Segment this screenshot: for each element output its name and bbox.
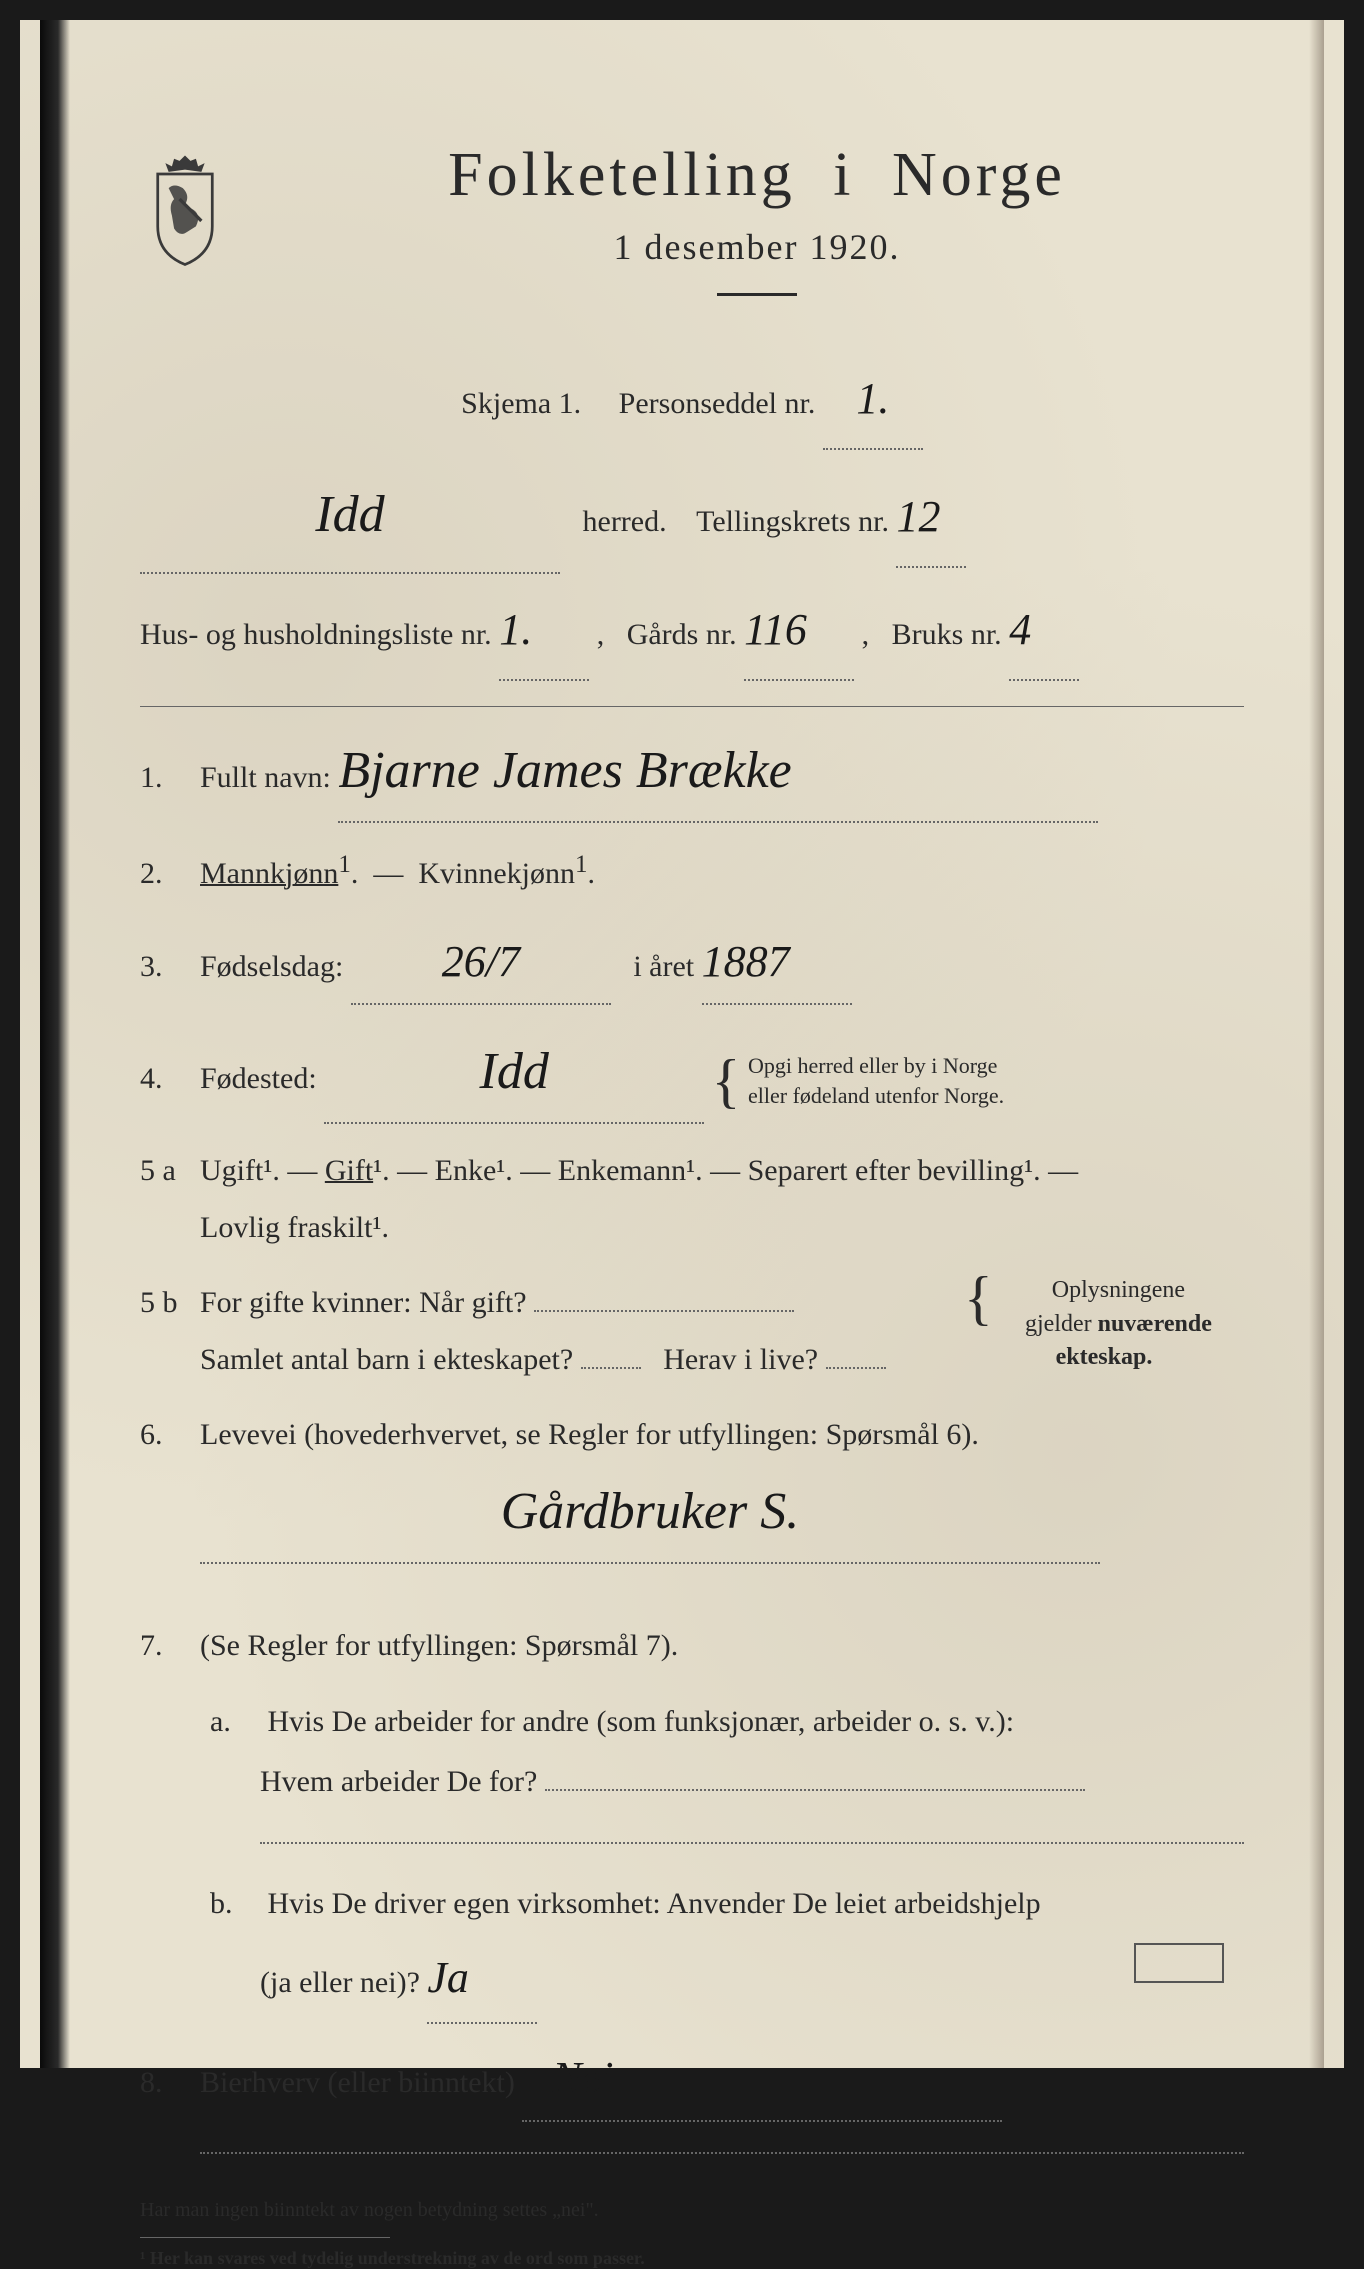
gards-label: Gårds nr. [627, 618, 737, 651]
q7b-letter: b. [210, 1874, 260, 1934]
title-divider [717, 293, 797, 296]
q8-label: Bierhverv (eller biinntekt) [200, 2066, 515, 2099]
q4-number: 4. [140, 1062, 200, 1096]
herred-label: herred. [583, 505, 667, 538]
q5b-note-l3: ekteskap. [1056, 1344, 1153, 1370]
q4-note-l1: Opgi herred eller by i Norge [748, 1053, 997, 1078]
main-title: Folketelling i Norge [270, 140, 1244, 211]
q8-number: 8. [140, 2066, 200, 2100]
q2-kvinne: Kvinnekjønn [418, 857, 575, 890]
q2-sup2: 1 [575, 851, 588, 878]
herred-line: Idd herred. Tellingskrets nr. 12 [140, 458, 1244, 574]
q4-label: Fødested: [200, 1062, 317, 1095]
q5b-number: 5 b [140, 1286, 200, 1320]
question-5b: 5 b { Oplysningene gjelder nuværende ekt… [140, 1274, 1244, 1388]
question-5a: 5 a Ugift¹. — Gift¹. — Enke¹. — Enkemann… [140, 1142, 1244, 1256]
q2-mann: Mannkjønn [200, 857, 338, 890]
question-4: 4. Fødested: Idd { Opgi herred eller by … [140, 1023, 1244, 1124]
footnote-1: Har man ingen biinntekt av nogen betydni… [140, 2184, 1244, 2222]
personseddel-label: Personseddel nr. [619, 387, 816, 420]
q5b-label1: For gifte kvinner: Når gift? [200, 1286, 527, 1319]
question-7b: b. Hvis De driver egen virksomhet: Anven… [210, 1874, 1244, 2024]
q8-value: Nei [552, 2036, 613, 2120]
footnote-2: ¹ Her kan svares ved tydelig understrekn… [140, 2248, 1244, 2269]
skjema-line: Skjema 1. Personseddel nr. 1. [140, 351, 1244, 450]
q4-note-l2: eller fødeland utenfor Norge. [748, 1083, 1004, 1108]
q4-brace: { [712, 1057, 741, 1105]
question-8: 8. Bierhverv (eller biinntekt) Nei [140, 2036, 1244, 2122]
q6-label: Levevei (hovederhvervet, se Regler for u… [200, 1418, 979, 1451]
husliste-value: 1. [499, 582, 532, 679]
q7b-text1: Hvis De driver egen virksomhet: Anvender… [268, 1887, 1041, 1920]
coat-of-arms-icon [140, 150, 230, 270]
q7a-blank-line [260, 1842, 1244, 1844]
skjema-label: Skjema 1. [461, 387, 581, 420]
husliste-line: Hus- og husholdningsliste nr. 1. , Gårds… [140, 582, 1244, 681]
census-document: Folketelling i Norge 1 desember 1920. Sk… [20, 20, 1344, 2068]
left-border [40, 20, 70, 2068]
q7a-text2: Hvem arbeider De for? [260, 1765, 537, 1798]
q2-sup1: 1 [338, 851, 351, 878]
q7a-letter: a. [210, 1692, 260, 1752]
husliste-label: Hus- og husholdningsliste nr. [140, 618, 492, 651]
q8-blank-line [200, 2152, 1244, 2154]
question-7a: a. Hvis De arbeider for andre (som funks… [210, 1692, 1244, 1812]
q4-value: Idd [480, 1043, 549, 1100]
q5b-label2: Samlet antal barn i ekteskapet? [200, 1343, 573, 1376]
q3-year: 1887 [702, 920, 790, 1004]
q5a-options: Ugift¹. — Gift¹. — Enke¹. — Enkemann¹. —… [200, 1154, 1078, 1187]
tellingskrets-label: Tellingskrets nr. [696, 505, 889, 538]
q5b-note-l1: Oplysningene [1052, 1277, 1185, 1303]
question-3: 3. Fødselsdag: 26/7 i året 1887 [140, 920, 1244, 1006]
q3-label: Fødselsdag: [200, 950, 343, 983]
q5b-note: Oplysningene gjelder nuværende ekteskap. [964, 1274, 1244, 1375]
question-1: 1. Fullt navn: Bjarne James Brække [140, 722, 1244, 823]
bruks-value: 4 [1009, 582, 1031, 679]
q1-number: 1. [140, 761, 200, 795]
q5b-brace: { [964, 1274, 993, 1322]
q3-day: 26/7 [442, 920, 520, 1004]
q6-number: 6. [140, 1418, 200, 1452]
gards-value: 116 [744, 582, 807, 679]
q7-number: 7. [140, 1629, 200, 1663]
question-7: 7. (Se Regler for utfyllingen: Spørsmål … [140, 1617, 1244, 1674]
q3-number: 3. [140, 950, 200, 984]
tellingskrets-value: 12 [896, 469, 940, 566]
q7b-text2: (ja eller nei)? [260, 1966, 420, 1999]
document-header: Folketelling i Norge 1 desember 1920. [140, 140, 1244, 321]
right-border [1309, 20, 1324, 2068]
bruks-label: Bruks nr. [892, 618, 1002, 651]
q5a-line2: Lovlig fraskilt¹. [200, 1211, 389, 1244]
q2-number: 2. [140, 857, 200, 891]
q4-note: Opgi herred eller by i Norge eller fødel… [748, 1051, 1004, 1113]
q6-value: Gårdbruker S. [501, 1483, 800, 1540]
question-6: 6. Levevei (hovederhvervet, se Regler fo… [140, 1406, 1244, 1564]
q5b-label3: Herav i live? [663, 1343, 818, 1376]
q7b-value: Ja [427, 1934, 469, 2022]
q2-sep: — [373, 857, 403, 890]
q3-year-label: i året [633, 950, 694, 983]
footnote-rule [140, 2237, 390, 2238]
q5b-note-l2: gjelder nuværende [1025, 1311, 1212, 1337]
question-2: 2. Mannkjønn1. — Kvinnekjønn1. [140, 841, 1244, 902]
q5b-note-block: { Oplysningene gjelder nuværende ekteska… [964, 1274, 1244, 1375]
q7a-text1: Hvis De arbeider for andre (som funksjon… [268, 1705, 1015, 1738]
herred-value: Idd [315, 486, 384, 543]
stamp-icon [1134, 1943, 1224, 1983]
q5a-number: 5 a [140, 1154, 200, 1188]
q1-label: Fullt navn: [200, 761, 331, 794]
rule-1 [140, 706, 1244, 707]
q7-label: (Se Regler for utfyllingen: Spørsmål 7). [200, 1629, 678, 1662]
subtitle: 1 desember 1920. [270, 226, 1244, 268]
q1-value: Bjarne James Brække [338, 742, 791, 799]
title-block: Folketelling i Norge 1 desember 1920. [270, 140, 1244, 321]
personseddel-value: 1. [856, 351, 889, 448]
